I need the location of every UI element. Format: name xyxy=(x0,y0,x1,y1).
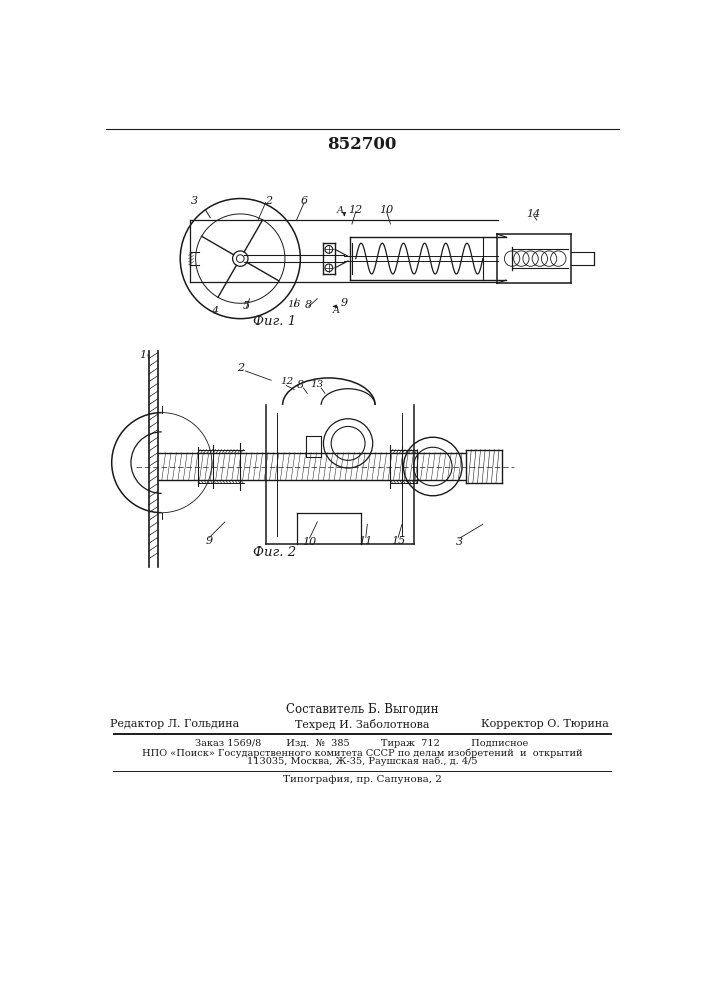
Text: 5: 5 xyxy=(243,301,250,311)
Text: 9: 9 xyxy=(341,298,348,308)
Text: 12: 12 xyxy=(349,205,363,215)
Text: 10: 10 xyxy=(303,537,317,547)
Text: A: A xyxy=(333,306,340,315)
Text: 11: 11 xyxy=(358,536,373,546)
Text: 8: 8 xyxy=(297,380,304,390)
Text: НПО «Поиск» Государственного комитета СССР по делам изобретений  и  открытий: НПО «Поиск» Государственного комитета СС… xyxy=(141,748,582,758)
Text: 15: 15 xyxy=(391,536,405,546)
Text: 6: 6 xyxy=(300,196,308,206)
Text: Заказ 1569/8        Изд.  №  385          Тираж  712          Подписное: Заказ 1569/8 Изд. № 385 Тираж 712 Подпис… xyxy=(195,739,529,748)
Text: Типография, пр. Сапунова, 2: Типография, пр. Сапунова, 2 xyxy=(283,775,441,784)
Text: 16: 16 xyxy=(288,300,300,309)
Text: 2: 2 xyxy=(238,363,245,373)
Text: 2: 2 xyxy=(265,196,272,206)
Text: 13: 13 xyxy=(310,380,324,389)
Text: 9: 9 xyxy=(206,536,213,546)
Text: A: A xyxy=(337,206,344,215)
Text: 14: 14 xyxy=(527,209,541,219)
Text: 113035, Москва, Ж-35, Раушская наб., д. 4/5: 113035, Москва, Ж-35, Раушская наб., д. … xyxy=(247,757,477,766)
Text: 1: 1 xyxy=(139,350,146,360)
Text: Корректор О. Тюрина: Корректор О. Тюрина xyxy=(481,719,609,729)
Text: 12: 12 xyxy=(280,377,293,386)
Text: 4: 4 xyxy=(211,306,218,316)
Text: Редактор Л. Гольдина: Редактор Л. Гольдина xyxy=(110,719,240,729)
Text: Составитель Б. Выгодин: Составитель Б. Выгодин xyxy=(286,703,438,716)
Text: 10: 10 xyxy=(380,205,394,215)
Text: Техред И. Заболотнова: Техред И. Заболотнова xyxy=(295,719,429,730)
Text: 852700: 852700 xyxy=(327,136,397,153)
Text: Фиг. 1: Фиг. 1 xyxy=(253,315,296,328)
Text: 8: 8 xyxy=(305,300,312,310)
Text: 3: 3 xyxy=(456,537,463,547)
Text: 3: 3 xyxy=(190,196,198,206)
Text: Фиг. 2: Фиг. 2 xyxy=(253,546,296,559)
